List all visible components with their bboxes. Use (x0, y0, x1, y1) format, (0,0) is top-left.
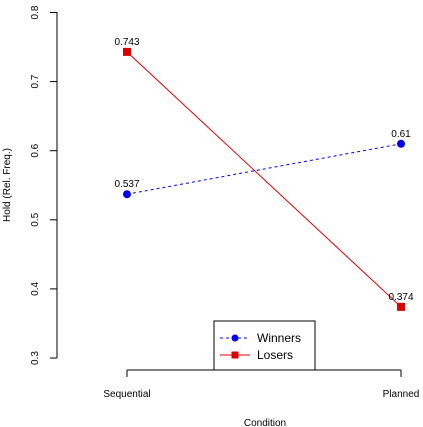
y-tick-label-0.6: 0.6 (30, 143, 41, 157)
legend-item-winners: Winners (220, 331, 301, 345)
y-axis-title: Hold (Rel. Freq.) (2, 148, 13, 222)
series-line-winners (126, 143, 402, 195)
data-label-losers-planned: 0.374 (388, 292, 413, 303)
x-axis: Sequential Planned Condition (103, 369, 420, 427)
y-axis: 0.3 0.4 0.5 0.6 0.7 0.8 Hold (Rel. Freq.) (2, 5, 58, 365)
x-axis-title: Condition (244, 418, 286, 427)
legend-marker-losers (231, 351, 239, 359)
y-ticks: 0.3 0.4 0.5 0.6 0.7 0.8 (30, 5, 57, 365)
y-tick-label-0.3: 0.3 (30, 351, 41, 365)
plot-area: 0.537 0.61 0.743 0.374 (114, 37, 414, 311)
y-tick-label-0.8: 0.8 (30, 5, 41, 19)
point-winners-sequential (123, 190, 131, 199)
point-losers-planned (397, 302, 405, 311)
y-tick-label-0.4: 0.4 (30, 282, 41, 296)
legend-box (213, 320, 316, 371)
legend: Winners Losers (213, 320, 316, 371)
legend-label-losers: Losers (257, 348, 293, 362)
point-winners-planned (397, 139, 405, 148)
y-tick-label-0.7: 0.7 (30, 74, 41, 88)
series-line-losers (126, 51, 402, 308)
x-tick-label-sequential: Sequential (103, 389, 150, 400)
legend-marker-winners (231, 334, 239, 342)
data-label-winners-sequential: 0.537 (114, 179, 139, 190)
y-tick-label-0.5: 0.5 (30, 212, 41, 226)
legend-item-losers: Losers (220, 348, 293, 362)
point-losers-sequential (123, 47, 131, 56)
legend-label-winners: Winners (257, 331, 301, 345)
x-tick-label-planned: Planned (383, 389, 420, 400)
data-label-losers-sequential: 0.743 (114, 37, 139, 48)
data-label-winners-planned: 0.61 (391, 129, 411, 140)
